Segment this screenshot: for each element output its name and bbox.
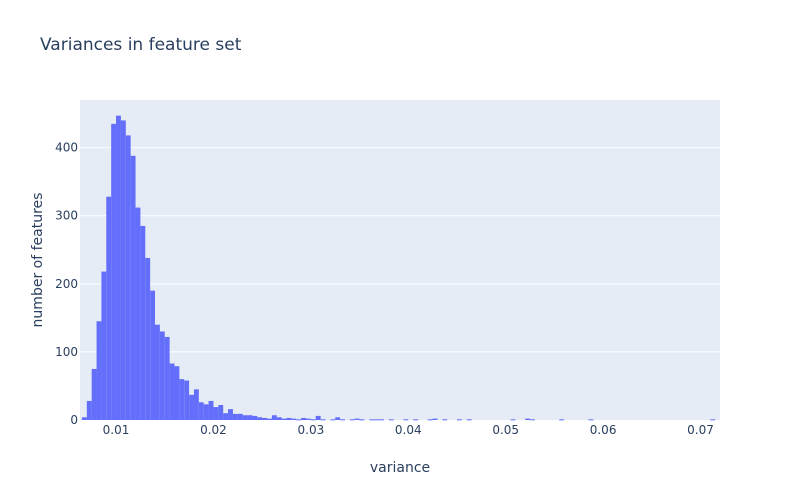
x-tick-label: 0.03	[298, 423, 325, 437]
histogram-bar	[91, 368, 97, 420]
histogram-bar	[223, 413, 229, 420]
histogram-bar	[228, 409, 233, 420]
histogram-bar	[164, 336, 170, 420]
y-tick-label: 100	[55, 345, 78, 359]
y-gridlines	[80, 147, 720, 353]
histogram-bar	[86, 400, 92, 420]
histogram-bar	[140, 225, 146, 420]
histogram-bar	[179, 379, 185, 420]
histogram-bars	[81, 115, 716, 421]
histogram-bar	[301, 417, 306, 420]
y-tick-label: 400	[55, 141, 78, 155]
chart-title: Variances in feature set	[40, 35, 242, 55]
histogram-bar	[403, 419, 409, 421]
histogram-bar	[203, 404, 209, 420]
histogram-bar	[125, 135, 131, 421]
histogram-bar	[388, 419, 394, 421]
histogram-bar	[257, 417, 263, 420]
histogram-bar	[359, 419, 365, 421]
histogram-bar	[354, 418, 360, 420]
histogram-bar	[184, 380, 190, 420]
histogram-bar	[379, 419, 384, 421]
histogram-bar	[159, 331, 165, 420]
histogram-bar	[369, 419, 375, 421]
histogram-bar	[150, 290, 156, 420]
histogram-bar	[432, 418, 438, 420]
x-axis-ticks: 0.01 0.02 0.03 0.04 0.05 0.06 0.07	[103, 423, 714, 437]
histogram-bar	[208, 400, 214, 420]
histogram-bar	[213, 407, 219, 420]
histogram-bar	[320, 419, 326, 421]
histogram-bar	[174, 366, 180, 420]
histogram-bar	[81, 417, 87, 420]
histogram-bar	[116, 115, 121, 420]
histogram-bar	[315, 415, 321, 420]
histogram-bar	[335, 417, 341, 420]
histogram-bar	[427, 419, 433, 421]
histogram-bar	[145, 257, 151, 420]
histogram-bar	[247, 415, 253, 420]
histogram-bar	[466, 419, 472, 421]
histogram-bar	[155, 324, 160, 420]
x-tick-label: 0.02	[200, 423, 227, 437]
histogram-bar	[96, 321, 102, 420]
histogram-bar	[296, 419, 302, 421]
histogram-bar	[413, 419, 419, 421]
histogram-bar	[101, 271, 107, 420]
histogram-bar	[456, 419, 462, 421]
y-tick-label: 300	[55, 209, 78, 223]
histogram-bar	[135, 207, 141, 420]
histogram-bar	[252, 415, 258, 420]
histogram-bar	[193, 389, 199, 420]
x-tick-label: 0.05	[492, 423, 519, 437]
histogram-bar	[374, 419, 380, 421]
histogram-bar	[330, 419, 336, 421]
histogram-bar	[286, 417, 292, 420]
histogram-bar	[120, 120, 126, 420]
x-tick-label: 0.07	[687, 423, 714, 437]
histogram-bar	[281, 418, 287, 420]
x-tick-label: 0.06	[590, 423, 617, 437]
histogram-bar	[276, 417, 282, 420]
plot-area	[80, 100, 720, 420]
y-tick-label: 0	[70, 413, 78, 427]
histogram-bar	[291, 418, 297, 420]
x-axis-label: variance	[370, 460, 430, 476]
y-tick-label: 200	[55, 277, 78, 291]
histogram-bar	[267, 418, 272, 420]
histogram-bar	[525, 418, 531, 420]
histogram-bar	[340, 419, 345, 421]
histogram-bar	[111, 123, 117, 421]
histogram-bar	[305, 418, 311, 420]
x-tick-label: 0.01	[103, 423, 130, 437]
histogram-bar	[442, 419, 448, 421]
histogram-bar	[106, 196, 112, 420]
histogram-bar	[237, 413, 243, 420]
histogram-bar	[349, 419, 355, 421]
histogram-bar	[218, 405, 224, 420]
histogram-bar	[710, 419, 716, 421]
histogram-bar	[559, 419, 565, 421]
histogram-bar	[262, 417, 268, 420]
histogram-bar	[242, 415, 248, 420]
histogram-bar	[588, 419, 594, 421]
histogram-bar	[530, 419, 535, 421]
y-axis-label: number of features	[30, 193, 46, 328]
histogram-bar	[189, 394, 194, 420]
y-axis-ticks: 0 100 200 300 400	[55, 141, 78, 427]
histogram-bar	[271, 415, 277, 420]
histogram-bar	[169, 363, 175, 420]
histogram-bar	[130, 155, 136, 421]
histogram-bar	[232, 413, 238, 420]
histogram-bar	[310, 419, 316, 421]
x-tick-label: 0.04	[395, 423, 422, 437]
histogram-bar	[510, 419, 516, 421]
histogram-bar	[198, 402, 204, 420]
